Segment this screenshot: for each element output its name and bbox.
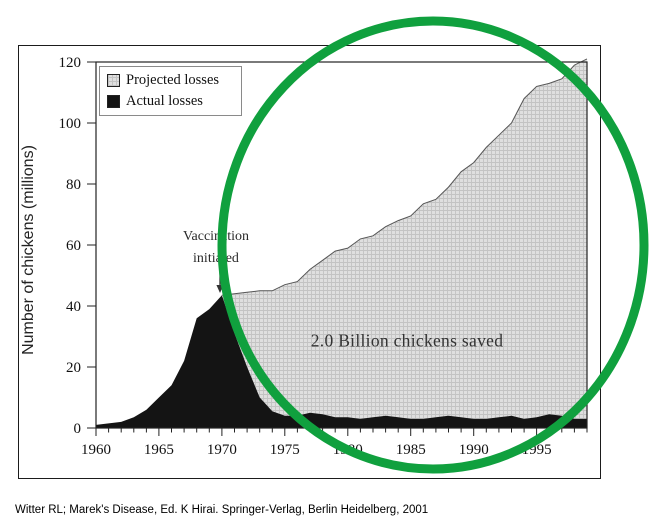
y-tick-label: 120 [59, 55, 82, 71]
x-tick-label: 1965 [144, 442, 174, 458]
legend-label-actual: Actual losses [126, 93, 203, 109]
y-tick-label: 40 [66, 299, 81, 315]
x-tick-label: 1980 [333, 442, 363, 458]
legend-item-actual: Actual losses [107, 93, 235, 110]
y-tick-label: 60 [66, 238, 81, 254]
x-tick-label: 1990 [459, 442, 489, 458]
legend-item-projected: Projected losses [107, 72, 235, 89]
x-tick-label: 1970 [207, 442, 237, 458]
actual-losses-swatch [107, 95, 120, 108]
annotation-vaccination: Vaccination initiated [182, 229, 250, 266]
annotation-chickens-saved: 2.0 Billion chickens saved [310, 330, 504, 351]
x-tick-label: 1975 [270, 442, 300, 458]
chart-panel: 1960 1965 1970 1975 1980 1985 1990 1995 0 20 40 60 8… [18, 45, 601, 479]
projected-losses-swatch [107, 74, 120, 87]
y-tick-label: 100 [59, 116, 82, 132]
y-tick-label: 80 [66, 177, 81, 193]
x-tick-label: 1995 [522, 442, 552, 458]
y-tick-label: 20 [66, 360, 81, 376]
x-tick-label: 1960 [81, 442, 111, 458]
vaccination-arrow-head [216, 285, 224, 293]
legend-label-projected: Projected losses [126, 72, 220, 88]
citation: Witter RL; Marek's Disease, Ed. K Hirai.… [15, 504, 429, 516]
y-tick-label: 0 [74, 421, 82, 437]
legend: Projected losses Actual losses [99, 66, 242, 116]
x-tick-label: 1985 [396, 442, 426, 458]
projected-losses-area [221, 58, 587, 429]
y-axis-title: Number of chickens (millions) [20, 145, 37, 355]
